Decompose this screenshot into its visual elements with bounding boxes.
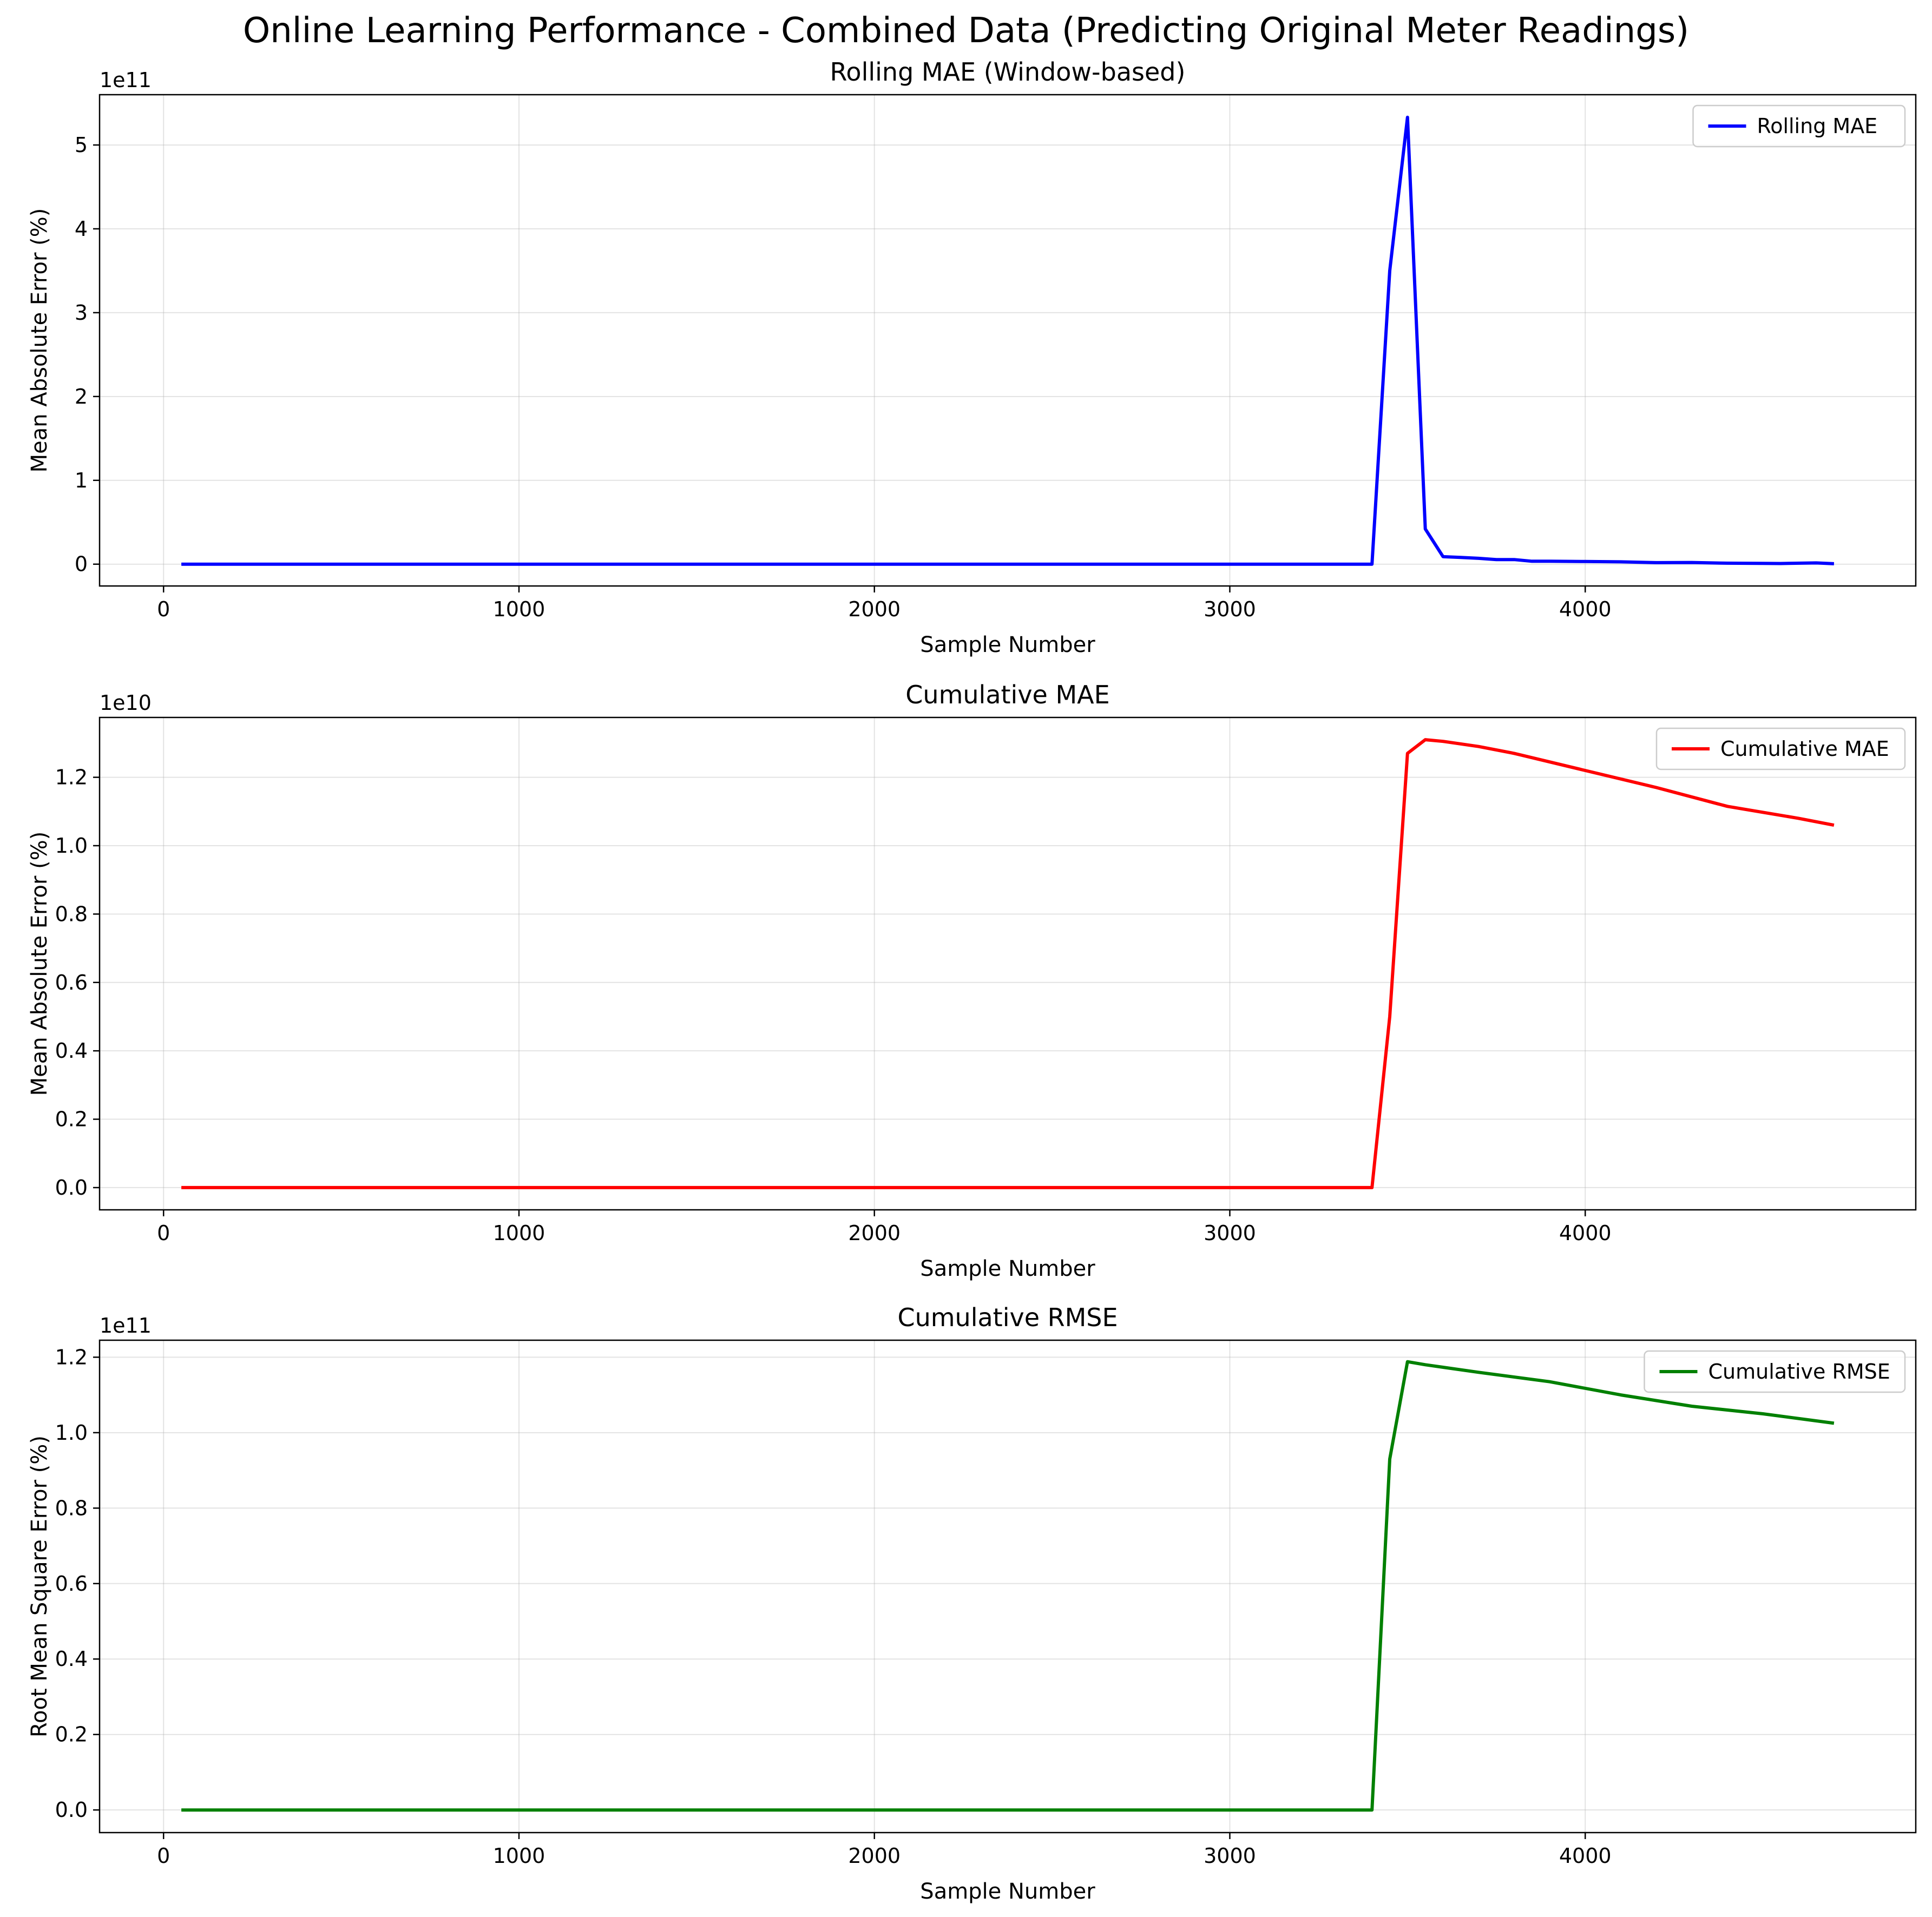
x-tick-label: 2000 bbox=[848, 1844, 901, 1868]
y-tick-label: 1.2 bbox=[55, 1345, 88, 1369]
y-offset-label: 1e11 bbox=[100, 1314, 152, 1338]
y-tick-label: 0.4 bbox=[55, 1647, 88, 1671]
figure-title: Online Learning Performance - Combined D… bbox=[243, 11, 1689, 51]
panel-3: 0 1000 2000 3000 4000 0.0 0.2 0.4 0.6 0.8 1.0 1.2 1e… bbox=[27, 1303, 1917, 1904]
y-tick-label: 4 bbox=[75, 217, 88, 241]
x-tick-label: 4000 bbox=[1559, 597, 1612, 621]
y-tick-label: 1.2 bbox=[55, 766, 88, 789]
series-line-cumulative-rmse bbox=[181, 1360, 1835, 1812]
y-tick-label: 0.4 bbox=[55, 1039, 88, 1063]
y-tick-label: 5 bbox=[75, 133, 88, 157]
y-axis-label: Mean Absolute Error (%) bbox=[27, 832, 52, 1096]
legend: Cumulative RMSE bbox=[1644, 1350, 1906, 1393]
legend-entry: Cumulative RMSE bbox=[1708, 1360, 1890, 1384]
y-tick-label: 0.2 bbox=[55, 1723, 88, 1747]
y-tick-label: 0.8 bbox=[55, 902, 88, 926]
x-tick-label: 3000 bbox=[1204, 1844, 1256, 1868]
panel-1: 0 1000 2000 3000 4000 0 1 2 3 4 5 1e11 Rolling MAE (… bbox=[27, 57, 1917, 657]
panel-2-frame bbox=[98, 716, 1917, 1211]
y-tick-label: 0.6 bbox=[55, 1572, 88, 1596]
x-tick-label: 1000 bbox=[493, 1221, 546, 1245]
y-tick-label: 0.0 bbox=[55, 1798, 88, 1822]
x-tick-label: 1000 bbox=[493, 1844, 546, 1868]
panel-1-title: Rolling MAE (Window-based) bbox=[830, 57, 1186, 87]
x-tick-label: 2000 bbox=[848, 597, 901, 621]
y-tick-label: 0.6 bbox=[55, 971, 88, 994]
x-tick-label: 0 bbox=[157, 1221, 170, 1245]
x-axis-label: Sample Number bbox=[920, 1256, 1095, 1281]
legend-box bbox=[1655, 727, 1906, 770]
panel-3-frame bbox=[98, 1339, 1917, 1834]
x-tick-label: 2000 bbox=[848, 1221, 901, 1245]
legend: Cumulative MAE bbox=[1655, 727, 1906, 770]
x-tick-label: 3000 bbox=[1204, 1221, 1256, 1245]
y-tick-label: 1.0 bbox=[55, 1421, 88, 1445]
x-tick-label: 3000 bbox=[1204, 597, 1256, 621]
y-tick-label: 2 bbox=[75, 385, 88, 409]
series-line-cumulative-mae bbox=[181, 738, 1835, 1189]
y-tick-label: 0.2 bbox=[55, 1108, 88, 1131]
y-tick-label: 0.8 bbox=[55, 1496, 88, 1520]
panel-1-frame bbox=[98, 94, 1917, 587]
x-axis-label: Sample Number bbox=[920, 1879, 1095, 1904]
panel-2-title: Cumulative MAE bbox=[905, 680, 1109, 709]
y-tick-label: 0.0 bbox=[55, 1176, 88, 1200]
y-tick-label: 0 bbox=[75, 552, 88, 576]
x-tick-label: 0 bbox=[157, 597, 170, 621]
y-tick-label: 3 bbox=[75, 301, 88, 325]
x-tick-label: 0 bbox=[157, 1844, 170, 1868]
y-offset-label: 1e10 bbox=[100, 691, 152, 715]
y-axis-label: Root Mean Square Error (%) bbox=[27, 1435, 52, 1737]
y-tick-label: 1 bbox=[75, 469, 88, 492]
series-line-rolling-mae bbox=[181, 115, 1835, 566]
x-tick-label: 4000 bbox=[1559, 1844, 1612, 1868]
legend: Rolling MAE bbox=[1692, 104, 1906, 148]
legend-box bbox=[1644, 1350, 1906, 1393]
x-tick-label: 1000 bbox=[493, 597, 546, 621]
y-offset-label: 1e11 bbox=[100, 68, 152, 92]
legend-entry: Cumulative MAE bbox=[1720, 737, 1889, 761]
x-axis-label: Sample Number bbox=[920, 633, 1095, 657]
panel-3-title: Cumulative RMSE bbox=[897, 1303, 1118, 1332]
legend-box bbox=[1692, 104, 1906, 148]
y-tick-label: 1.0 bbox=[55, 834, 88, 858]
legend-entry: Rolling MAE bbox=[1757, 114, 1878, 138]
panel-2: 0 1000 2000 3000 4000 0.0 0.2 0.4 0.6 0.8 1.0 1.2 1e… bbox=[27, 680, 1917, 1281]
y-axis-label: Mean Absolute Error (%) bbox=[27, 208, 52, 473]
x-tick-label: 4000 bbox=[1559, 1221, 1612, 1245]
